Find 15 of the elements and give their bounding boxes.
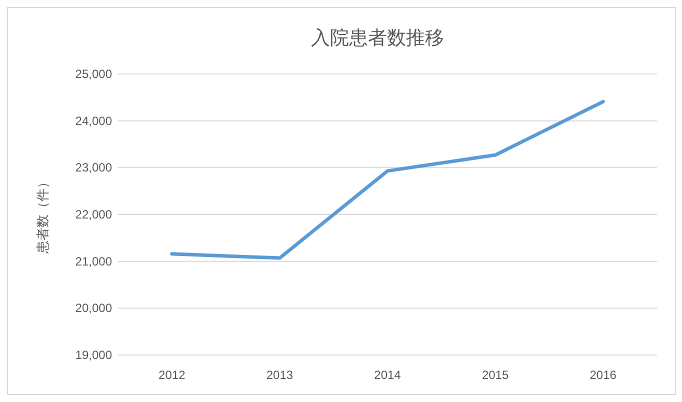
x-tick-label: 2015 [482,368,509,382]
y-tick-label: 25,000 [75,67,112,81]
y-tick-label: 22,000 [75,208,112,222]
y-tick-label: 23,000 [75,160,112,175]
y-tick-label: 21,000 [75,254,112,268]
y-tick-label: 19,000 [75,348,112,362]
x-tick-label: 2013 [266,368,294,382]
y-tick-label: 24,000 [75,114,112,128]
y-axis-title: 患者数（件） [35,176,50,254]
x-tick-label: 2014 [374,368,402,382]
y-tick-label: 20,000 [75,301,112,316]
chart-title: 入院患者数推移 [311,28,444,49]
x-tick-label: 2012 [158,368,186,382]
x-tick-label: 2016 [590,368,617,382]
line-series [170,100,605,260]
